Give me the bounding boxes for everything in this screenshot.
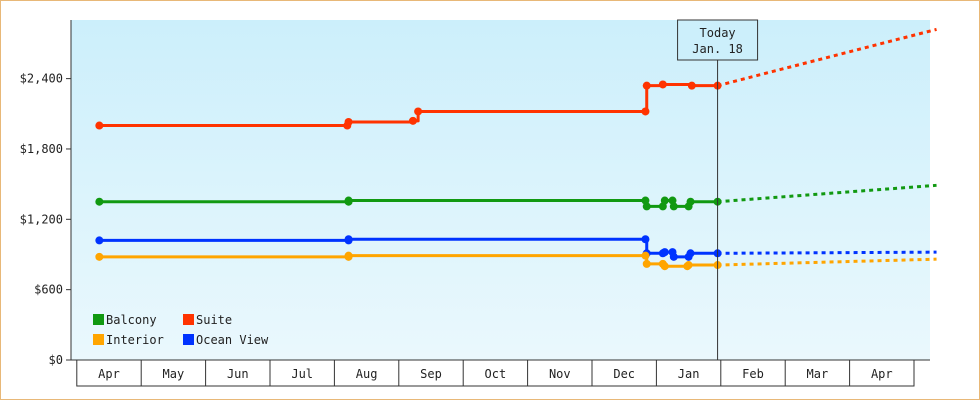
legend-swatch xyxy=(93,314,104,325)
data-point xyxy=(408,116,417,125)
y-tick-label: $0 xyxy=(49,353,63,367)
data-point xyxy=(641,235,650,244)
series-projection-suite xyxy=(717,27,937,88)
data-point xyxy=(95,252,104,261)
data-point xyxy=(684,261,693,270)
today-label-line1: Today xyxy=(700,26,736,40)
y-tick-label: $1,200 xyxy=(20,212,63,226)
data-point xyxy=(642,81,651,90)
x-tick-label: Jun xyxy=(227,367,249,381)
y-ticks: $0 $600 $1,200 $1,800 $2,400 xyxy=(20,72,71,367)
data-point xyxy=(641,251,650,260)
x-tick-label: Jan xyxy=(678,367,700,381)
data-point xyxy=(660,248,669,257)
x-tick-label: Sep xyxy=(420,367,442,381)
data-point xyxy=(95,197,104,206)
data-point xyxy=(669,252,678,261)
data-point xyxy=(344,118,353,126)
x-tick-label: Feb xyxy=(742,367,764,381)
data-point xyxy=(660,196,669,205)
x-tick-label: Oct xyxy=(485,367,507,381)
data-point xyxy=(95,236,104,245)
data-point xyxy=(414,107,423,116)
legend: Balcony Suite Interior Ocean View xyxy=(93,313,269,347)
data-point xyxy=(642,202,651,211)
y-tick-label: $600 xyxy=(34,283,63,297)
legend-swatch xyxy=(93,334,104,345)
data-point xyxy=(344,251,353,260)
data-point xyxy=(344,235,353,244)
legend-label: Ocean View xyxy=(196,333,269,347)
x-axis-month-strip: Apr May Jun Jul Aug Sep Oct Nov Dec Jan Feb Mar Apr xyxy=(76,359,915,387)
y-tick-label: $1,800 xyxy=(20,142,63,156)
legend-swatch xyxy=(183,334,194,345)
data-point xyxy=(344,196,353,205)
x-tick-label: Jul xyxy=(291,367,313,381)
legend-swatch xyxy=(183,314,194,325)
data-point xyxy=(660,262,669,271)
today-marker: Today Jan. 18 xyxy=(677,19,759,360)
x-tick-label: May xyxy=(163,367,185,381)
x-tick-label: Dec xyxy=(613,367,635,381)
month-strip-box xyxy=(76,359,915,387)
data-point xyxy=(95,121,104,130)
legend-label: Balcony xyxy=(106,313,157,327)
data-point xyxy=(686,249,695,258)
data-point xyxy=(686,197,695,206)
x-tick-label: Apr xyxy=(871,367,893,381)
x-tick-label: Mar xyxy=(807,367,829,381)
series-layer xyxy=(95,27,937,271)
today-label-line2: Jan. 18 xyxy=(692,42,743,56)
data-point xyxy=(642,259,651,268)
data-point xyxy=(669,202,678,211)
x-tick-label: Nov xyxy=(549,367,571,381)
today-label-box xyxy=(677,19,759,61)
y-tick-label: $2,400 xyxy=(20,72,63,86)
x-tick-label: Aug xyxy=(356,367,378,381)
plot-area xyxy=(71,20,930,360)
data-point xyxy=(641,107,650,116)
data-point xyxy=(658,80,667,89)
data-point xyxy=(687,81,696,90)
legend-label: Suite xyxy=(196,313,232,327)
legend-label: Interior xyxy=(106,333,164,347)
x-tick-label: Apr xyxy=(98,367,120,381)
